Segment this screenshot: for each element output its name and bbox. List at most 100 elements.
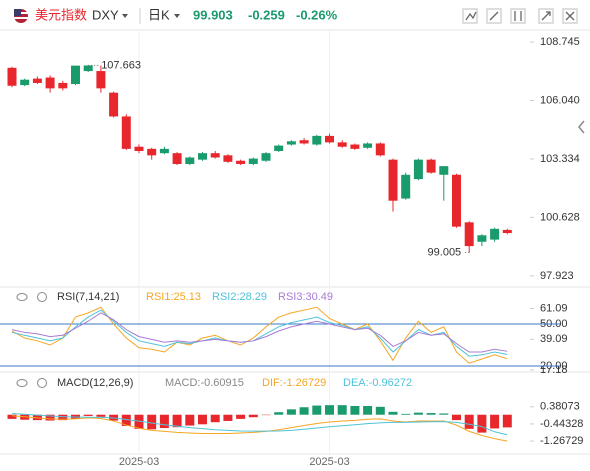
macd-bar	[248, 414, 258, 418]
annotation-label: 107.663	[101, 59, 141, 71]
rsi-line	[11, 309, 508, 357]
macd-bar	[185, 414, 195, 426]
expand-button[interactable]	[538, 8, 554, 24]
change: -0.259	[248, 7, 285, 22]
candle-body	[363, 143, 373, 148]
y-tick-label: 97.923	[540, 270, 574, 282]
candle-body	[490, 228, 500, 240]
y-tick-label: 39.09	[540, 333, 568, 345]
period[interactable]: 日K	[148, 7, 170, 22]
candle-body	[248, 158, 258, 164]
indicator-title: RSI(7,14,21)	[57, 291, 119, 303]
macd-bar	[121, 414, 131, 426]
candle-body	[274, 145, 284, 152]
instrument-name[interactable]: 美元指数	[35, 7, 87, 22]
macd-bar	[350, 405, 360, 415]
macd-bar	[83, 414, 93, 416]
x-tick-label: 2025-03	[119, 456, 159, 468]
eye-icon[interactable]	[16, 379, 28, 387]
draw-button[interactable]	[486, 8, 502, 24]
macd-line	[11, 413, 508, 436]
legend-entry: RSI3:30.49	[278, 291, 333, 303]
x-tick-label: 2025-03	[309, 456, 349, 468]
legend-entry: RSI1:25.13	[146, 291, 201, 303]
candle-body	[172, 153, 182, 164]
candle-body	[452, 174, 461, 227]
candle-body	[58, 82, 68, 89]
macd-bar	[134, 414, 144, 429]
candle-body	[401, 174, 411, 199]
macd-bar	[363, 405, 373, 415]
flag-icon	[14, 9, 28, 23]
gear-icon[interactable]	[37, 292, 47, 302]
candle-body	[439, 166, 449, 175]
gear-icon[interactable]	[37, 378, 47, 388]
candle-body	[477, 235, 487, 242]
candle-body	[121, 116, 131, 149]
macd-bar	[401, 413, 411, 415]
candle-body	[210, 153, 220, 158]
candle-body	[134, 146, 144, 152]
y-tick-label: -1.26729	[540, 435, 583, 447]
macd-bar	[286, 409, 296, 415]
candle-body	[185, 157, 195, 164]
candle-body	[109, 92, 119, 117]
candle-body	[464, 222, 474, 247]
macd-bar	[490, 414, 500, 429]
y-tick-label: -0.44328	[540, 418, 583, 430]
macd-bar	[413, 412, 423, 415]
y-tick-label: 106.040	[540, 94, 580, 106]
macd-bar	[426, 413, 436, 415]
dropdown-icon[interactable]	[122, 14, 128, 18]
candle-body	[286, 141, 296, 145]
candle-body	[236, 160, 246, 164]
candle-body	[71, 65, 80, 85]
macd-bar	[198, 414, 207, 425]
macd-bar	[464, 414, 474, 429]
close-button[interactable]	[562, 8, 578, 24]
macd-bar	[388, 411, 398, 415]
y-tick-label: 61.09	[540, 302, 568, 314]
indicator-button[interactable]	[462, 8, 478, 24]
eye-icon[interactable]	[16, 293, 28, 301]
macd-bar	[337, 405, 347, 415]
candle-body	[413, 159, 423, 180]
macd-bar	[477, 414, 487, 433]
y-tick-label: 108.745	[540, 36, 580, 48]
symbol[interactable]: DXY	[92, 7, 119, 22]
macd-bar	[147, 414, 157, 430]
candle-body	[261, 153, 271, 161]
dropdown-icon[interactable]	[174, 14, 180, 18]
macd-bar	[325, 405, 334, 415]
macd-bar	[236, 414, 246, 419]
y-tick-label: 0.38073	[540, 401, 580, 413]
last-price: 99.903	[193, 7, 233, 22]
candle-body	[83, 65, 93, 72]
macd-bar	[299, 407, 309, 415]
candle-type-button[interactable]	[510, 8, 526, 24]
macd-bar	[312, 405, 322, 415]
y-tick-label: 100.628	[540, 211, 580, 223]
macd-bar	[172, 414, 182, 428]
candle-body	[96, 71, 106, 89]
macd-bar	[45, 414, 55, 421]
candle-body	[337, 142, 347, 147]
candle-body	[299, 140, 309, 144]
candle-body	[147, 148, 157, 156]
candle-body	[223, 155, 233, 162]
y-tick-label: 103.334	[540, 153, 580, 165]
candle-body	[426, 159, 436, 173]
candle-body	[312, 135, 322, 145]
collapse-arrow[interactable]	[578, 120, 585, 134]
candle-body	[32, 78, 42, 83]
macd-bar	[210, 414, 220, 423]
macd-line	[11, 415, 508, 442]
rsi-line	[11, 306, 508, 364]
candle-body	[502, 229, 512, 234]
rsi-line	[11, 312, 508, 353]
macd-bar	[274, 412, 284, 415]
legend-entry: DEA:-0.96272	[343, 377, 412, 389]
macd-bar	[58, 414, 68, 421]
indicator-title: MACD(12,26,9)	[57, 377, 133, 389]
